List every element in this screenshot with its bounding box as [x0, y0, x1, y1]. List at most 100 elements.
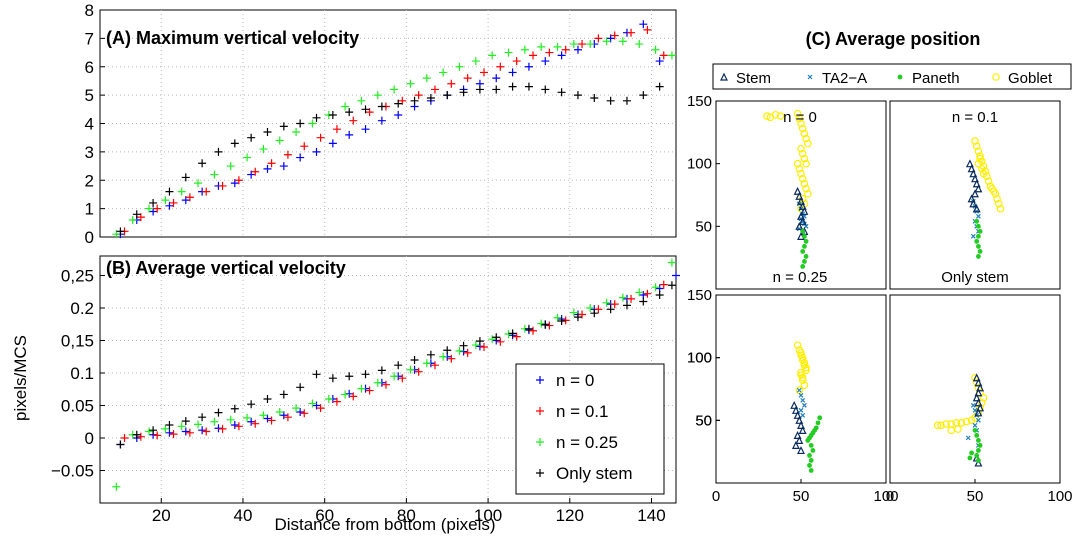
panel-b-point	[618, 293, 627, 302]
panel-c-point	[974, 147, 983, 155]
panel-b-point	[145, 427, 154, 436]
panel-b-point	[480, 343, 488, 351]
panel-a-title: (A) Maximum vertical velocity	[106, 28, 359, 48]
panel-c-subplot-frame	[715, 100, 887, 290]
panel-b-point	[341, 390, 350, 399]
panel-c-point	[954, 425, 962, 433]
panel-a-point	[296, 153, 305, 162]
panel-b-point	[357, 384, 366, 393]
panel-c-legend-label: TA2−A	[822, 70, 867, 87]
panel-c-point	[974, 218, 980, 224]
panel-b-xtick-label: 60	[315, 506, 334, 525]
panel-c-point	[800, 381, 809, 390]
panel-b-point	[194, 420, 203, 429]
panel-b-point	[492, 333, 501, 342]
panel-a-point	[529, 51, 538, 60]
legend-label: n = 0.25	[556, 433, 618, 452]
panel-c-legend-marker	[897, 74, 903, 80]
panel-c-point	[957, 419, 966, 427]
panel-a-point	[447, 79, 456, 88]
panel-c-point	[802, 259, 807, 264]
panel-b-point	[230, 421, 239, 429]
panel-a-point	[275, 136, 284, 145]
panel-c-point	[793, 410, 802, 419]
panel-c-ytick-label: 150	[687, 287, 712, 304]
panel-b-point	[496, 337, 505, 346]
panel-c-point	[797, 169, 805, 178]
panel-b-point	[181, 417, 190, 426]
panel-c-point	[972, 373, 981, 382]
panel-a-markers	[112, 20, 676, 239]
panel-b-point	[586, 304, 595, 312]
panel-b-point	[300, 409, 309, 418]
panel-c-point	[808, 468, 814, 473]
panel-b-point	[475, 337, 484, 346]
panel-c-point	[972, 142, 981, 150]
panel-c-point	[798, 174, 807, 183]
panel-c-point	[970, 402, 976, 408]
panel-c-point	[796, 387, 802, 393]
panel-c-point	[803, 189, 812, 198]
panel-a-point	[361, 125, 370, 134]
panel-c-point	[979, 393, 988, 402]
panel-b-point	[312, 401, 321, 410]
panel-a-point	[480, 68, 488, 77]
panel-a-point	[557, 88, 566, 97]
panel-a-point	[312, 147, 321, 156]
panel-b-point	[283, 413, 292, 422]
panel-a-grid	[100, 10, 676, 237]
panel-c-point	[798, 201, 807, 210]
panel-b-ylabel: pixels/MCS	[11, 335, 30, 421]
panel-a-point	[639, 91, 648, 100]
panel-c-point	[976, 154, 984, 163]
panel-a-point	[394, 110, 403, 119]
panel-a-point	[259, 145, 268, 154]
panel-c-point	[800, 249, 806, 254]
panel-c-point	[965, 435, 971, 441]
panel-a-ticks: 0 1 2 3 4 5 6 7 8	[85, 1, 105, 247]
panel-c-point	[975, 213, 981, 219]
panel-b-point	[312, 370, 321, 379]
panel-c-point	[797, 144, 805, 153]
panel-c-point	[798, 149, 807, 158]
panel-c-point	[972, 407, 978, 413]
panel-c-point	[797, 368, 805, 377]
panel-c-point	[808, 443, 814, 448]
panel-b-ytick-label: 0.05	[61, 397, 94, 416]
panel-c-point	[795, 221, 804, 230]
panel-c-point	[802, 363, 810, 372]
legend-label: n = 0	[556, 371, 594, 390]
panel-a-point	[410, 96, 419, 105]
panel-c-point	[803, 223, 809, 229]
panel-b-point	[439, 352, 448, 361]
panel-c-point	[933, 421, 942, 430]
panel-b-point	[202, 427, 211, 436]
panel-b-point	[455, 346, 464, 355]
panel-c-point	[776, 112, 785, 120]
panel-b-point	[651, 283, 660, 292]
panel-c-legend-box	[712, 63, 1072, 90]
panel-a-point	[590, 93, 599, 102]
panel-a-point	[149, 207, 158, 216]
panel-c-point	[972, 393, 981, 402]
panel-b-ytick-label: 0,15	[61, 332, 94, 351]
panel-c-point	[797, 211, 805, 220]
panel-a-point	[218, 181, 227, 190]
panel-a-point	[194, 179, 203, 188]
panel-c-point	[817, 415, 823, 421]
panel-c-point	[976, 437, 981, 443]
panel-b-point	[529, 326, 538, 335]
panel-b-ticks: −0.05 0 0.05 0.1 0,15 0.2 0,25 20 40 60 80 100 120 14…	[51, 267, 666, 526]
panel-a-point	[439, 68, 448, 77]
panel-b-point	[377, 366, 386, 375]
legend-marker	[536, 376, 544, 384]
panel-c-ytick-label: 50	[695, 412, 712, 429]
panel-c-point	[967, 194, 976, 203]
panel-b-point	[153, 431, 162, 440]
panel-c-point	[974, 388, 983, 397]
panel-c-title: (C) Average position	[806, 29, 981, 49]
panel-a-point	[349, 116, 358, 125]
panel-b-point	[316, 404, 325, 413]
panel-c-point	[974, 458, 983, 467]
